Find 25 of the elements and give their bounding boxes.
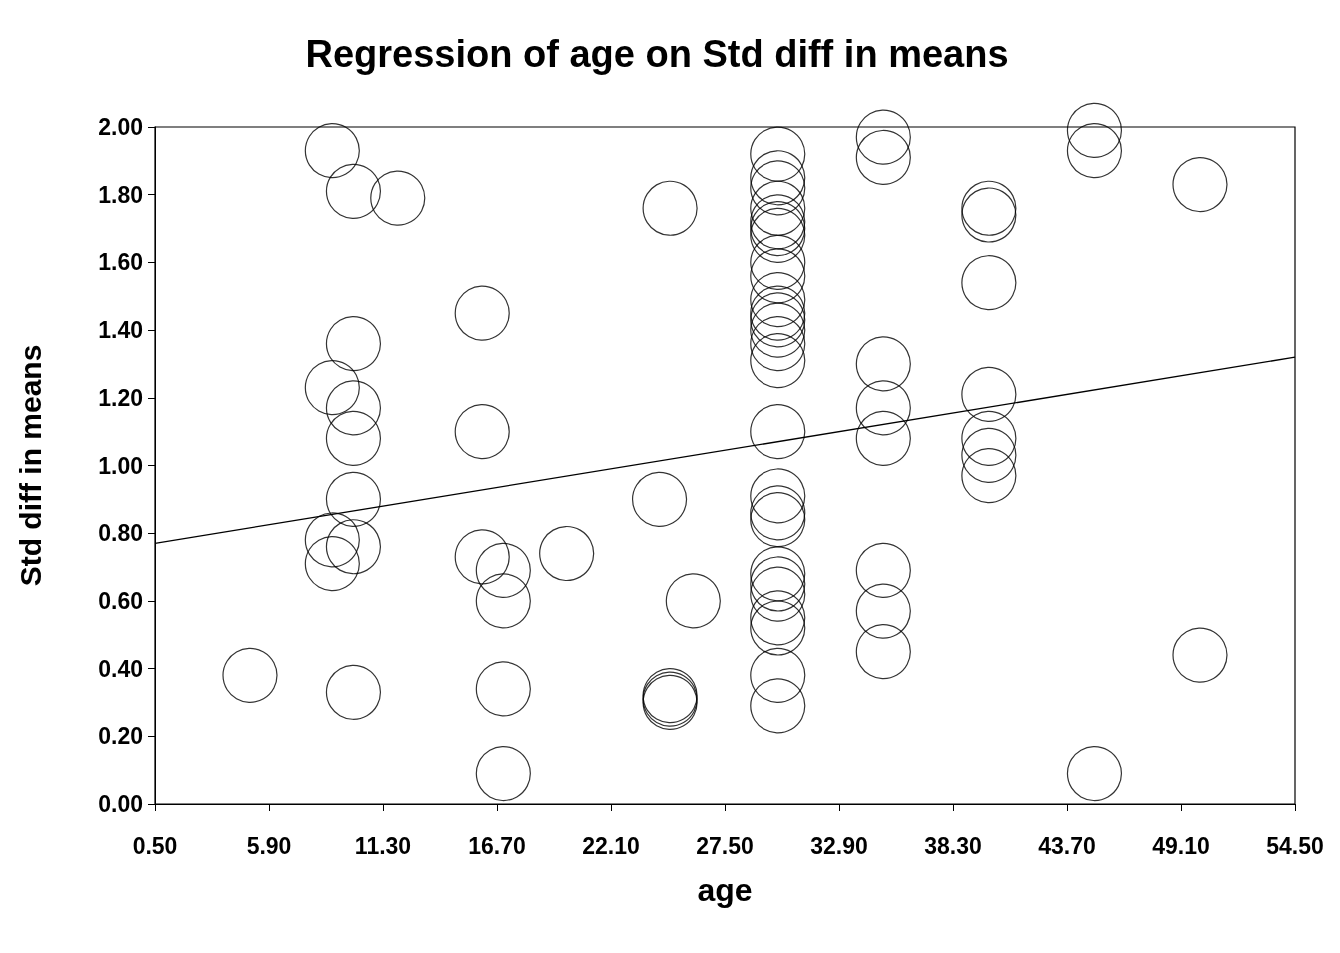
x-tick-label: 43.70: [1038, 832, 1096, 859]
chart-title: Regression of age on Std diff in means: [305, 33, 1009, 75]
x-tick-label: 0.50: [132, 832, 178, 859]
x-tick-label: 27.50: [696, 832, 754, 859]
x-tick-label: 32.90: [810, 832, 868, 859]
y-tick-label: 1.00: [98, 452, 143, 479]
x-tick-label: 11.30: [354, 832, 412, 859]
x-tick-label: 16.70: [468, 832, 526, 859]
y-tick-label: 1.20: [98, 384, 143, 411]
y-tick-label: 2.00: [98, 114, 143, 140]
y-tick-label: 0.00: [98, 791, 143, 817]
y-tick-label: 1.40: [98, 317, 143, 344]
x-axis-title: age: [697, 872, 753, 908]
y-tick-label: 0.80: [98, 520, 143, 547]
y-tick-label: 0.40: [98, 655, 143, 682]
y-axis-title: Std diff in means: [13, 344, 47, 587]
y-tick-label: 0.60: [98, 587, 143, 614]
x-tick-label: 38.30: [924, 832, 982, 859]
x-tick-label: 22.10: [582, 832, 640, 859]
x-tick-label: 5.90: [246, 832, 292, 859]
y-tick-label: 1.60: [98, 249, 143, 276]
y-tick-label: 1.80: [98, 181, 143, 208]
y-tick-label: 0.20: [98, 723, 143, 750]
x-tick-label: 49.10: [1152, 832, 1210, 859]
x-tick-label: 54.50: [1266, 832, 1324, 859]
